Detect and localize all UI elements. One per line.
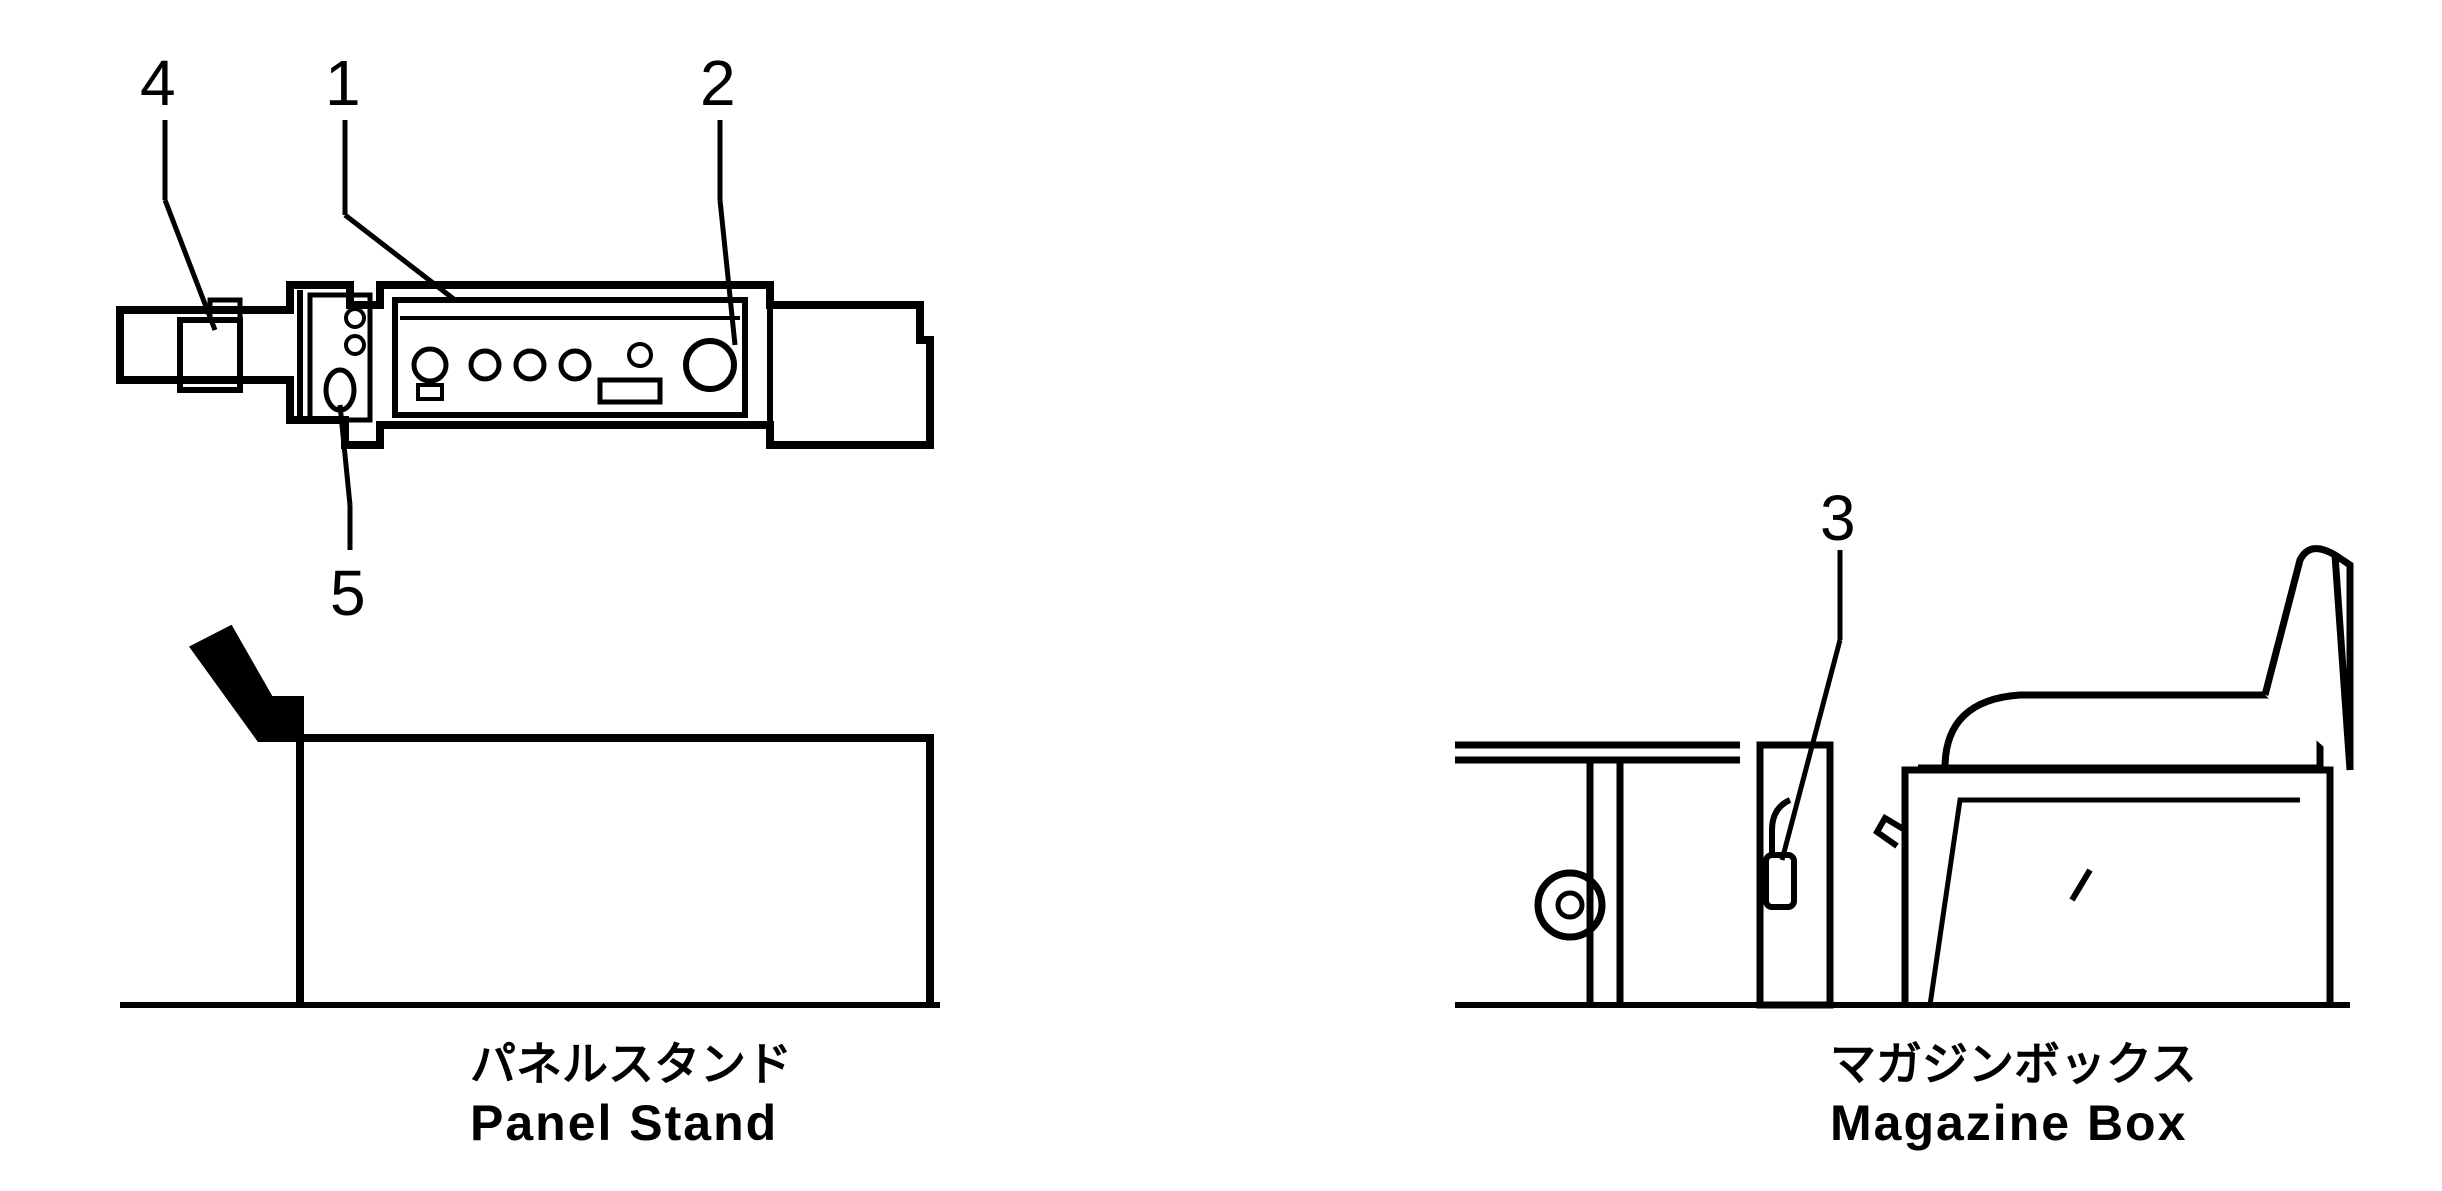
magazine-box-view: [1455, 549, 2350, 1005]
diagram-svg: 4 1 2 5 パネルスタンド Panel Stand: [0, 0, 2442, 1191]
panel-stand-side-view: [120, 630, 940, 1005]
caption-left-en: Panel Stand: [470, 1095, 778, 1151]
callout-5: 5: [330, 557, 366, 629]
callout-4: 4: [140, 47, 176, 119]
caption-right-jp: マガジンボックス: [1830, 1038, 2197, 1090]
caption-left-jp: パネルスタンド: [470, 1038, 792, 1090]
panel-stand-top-view: [120, 285, 930, 445]
callout-3: 3: [1820, 482, 1856, 554]
callout-leaders-left: [165, 120, 735, 550]
callout-2: 2: [700, 47, 736, 119]
caption-right-en: Magazine Box: [1830, 1095, 2187, 1151]
callout-1: 1: [325, 47, 361, 119]
